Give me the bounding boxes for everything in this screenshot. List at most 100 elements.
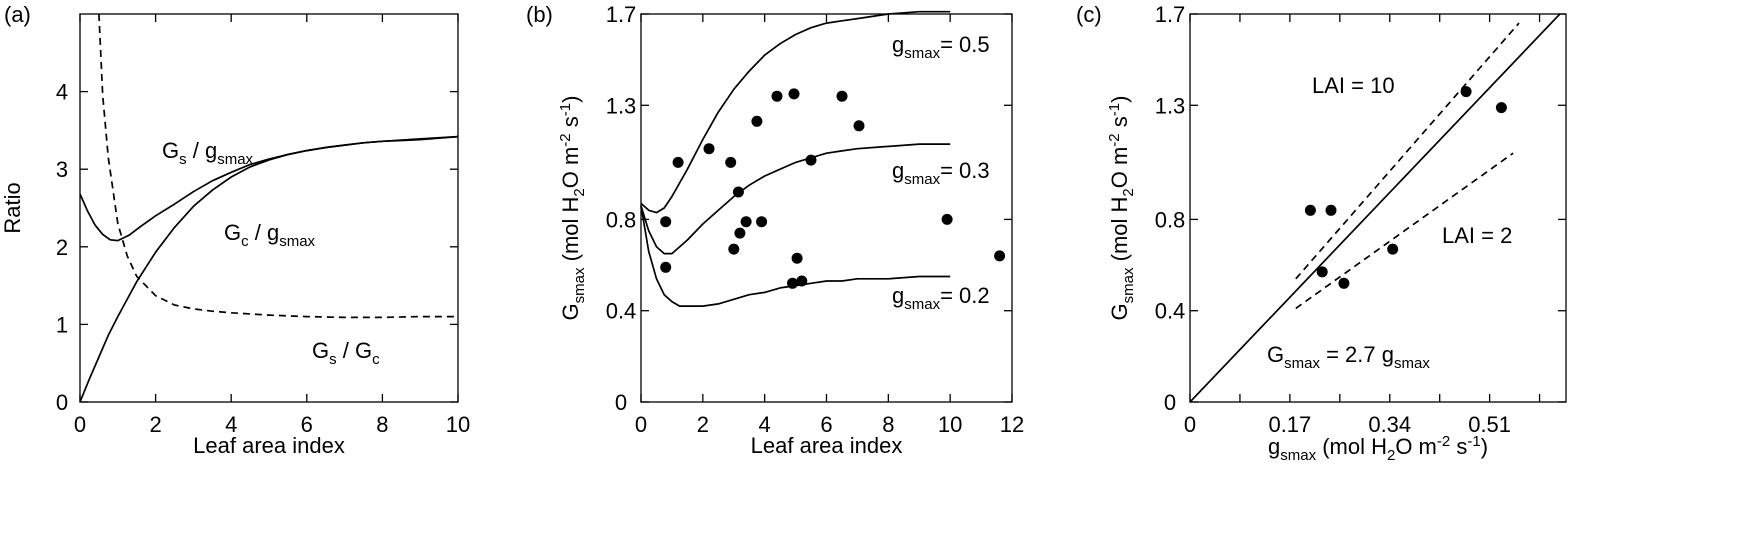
panel-b-ylabel-part-3: 2 [571, 188, 588, 196]
panel-b-ytick-label: 0.8 [606, 207, 637, 232]
panel-a-xlabel: Leaf area index [193, 433, 345, 458]
panel-b-frame [640, 13, 1013, 403]
panel-c-data-point [1387, 243, 1399, 255]
gsmax-curve-label-1-part-0: g [892, 158, 904, 183]
panel-b-xtick-label: 2 [697, 412, 709, 437]
panel-b-ylabel-part-4: O m [558, 147, 583, 189]
panel-c-data-point [1338, 277, 1350, 289]
gs-over-gsmax-label-part-2: / g [187, 138, 218, 163]
gs-over-gc-label-part-2: / G [337, 338, 372, 363]
gsmax-0.5-curve [640, 10, 951, 214]
lai-2-line [1295, 152, 1514, 310]
panel-c-xlabel-part-1: smax [1280, 447, 1316, 464]
gsmax-curve-label-0-part-2: = 0.5 [940, 32, 990, 57]
panel-b-data-point [787, 277, 798, 289]
gsmax-relation-label-part-1: smax [1284, 355, 1320, 372]
gs-over-gc-label: Gs / Gc [312, 338, 380, 368]
panel-b-ylabel-part-6: s [558, 116, 583, 133]
gs-over-gc-label-part-0: G [312, 338, 329, 363]
panel-a-ytick-label: 3 [56, 157, 68, 182]
panel-a-ytick-label: 4 [56, 80, 68, 105]
panel-a: 0 2 4 6 8 10 0 1 2 3 4 (a) Leaf area index Ratio Gs / … [0, 2, 470, 458]
panel-b-xtick-label: 8 [882, 412, 894, 437]
panel-b-data-point [660, 216, 672, 228]
panel-c-data-point [1316, 266, 1328, 278]
gs-over-gsmax-label-part-3: smax [217, 151, 253, 168]
panel-c-xtick-label: 0 [1184, 412, 1196, 437]
panel-b-ylabel: Gsmax (mol H2O m-2 s-1) [557, 96, 588, 321]
panel-b-data-point [791, 252, 803, 264]
panel-c-lines [1190, 14, 1562, 402]
panel-c-xlabel-part-6: s [1450, 434, 1467, 459]
gc-over-gsmax-line [80, 135, 458, 402]
panel-a-ytick-label: 0 [56, 390, 68, 415]
panel-b-ylabel-part-5: -2 [557, 133, 574, 146]
panel-b-xtick-label: 6 [820, 412, 832, 437]
panel-b-ylabel-part-8: ) [558, 96, 583, 103]
panel-b-ylabel-part-1: smax [571, 267, 588, 303]
panel-b-ytick-label: 1.3 [606, 93, 637, 118]
panel-b-data-point [751, 115, 763, 127]
panel-c-xlabel: gsmax (mol H2O m-2 s-1) [1268, 433, 1488, 464]
panel-c-ylabel-part-2: (mol H [1107, 197, 1132, 268]
panel-b-data-point [771, 90, 783, 102]
panel-a-frame [79, 13, 459, 403]
gc-over-gsmax-label-part-2: / g [249, 220, 280, 245]
panel-c-ylabel-part-0: G [1107, 303, 1132, 320]
panel-b-data-point [756, 216, 768, 228]
gsmax-relation-label-part-2: = 2.7 g [1320, 342, 1394, 367]
panel-a-ytick-label: 2 [56, 235, 68, 260]
panel-c-xtick-label: 0.17 [1268, 412, 1311, 437]
panel-b-data-point [728, 243, 740, 255]
gs-over-gsmax-label: Gs / gsmax [162, 138, 254, 168]
panel-a-ytick-label: 1 [56, 312, 68, 337]
gsmax-relation-line [1190, 14, 1562, 402]
panel-c-xlabel-part-0: g [1268, 434, 1280, 459]
panel-b-data-point [836, 90, 848, 102]
panel-c-data-point [1304, 204, 1316, 216]
panel-a-xtick-label: 0 [74, 412, 86, 437]
gsmax-relation-label-part-0: G [1267, 342, 1284, 367]
panel-c-ytick-label: 0 [1164, 390, 1176, 415]
panel-c-ylabel-part-5: -2 [1106, 133, 1123, 146]
panel-b-ylabel-part-2: (mol H [558, 197, 583, 268]
panel-a-xtick-label: 2 [149, 412, 161, 437]
gsmax-curve-label-0-part-1: smax [904, 45, 940, 62]
panel-b-data-point [734, 227, 746, 239]
panel-b-data-point [941, 213, 953, 225]
gsmax-0.3-curve [640, 143, 951, 255]
panel-b-data-point [805, 154, 817, 166]
gsmax-relation-label: Gsmax = 2.7 gsmax [1267, 342, 1430, 372]
panel-b-data-point [796, 275, 808, 287]
panel-c-ylabel-part-1: smax [1120, 267, 1137, 303]
panel-c-xlabel-part-2: (mol H [1316, 434, 1387, 459]
panel-b-ylabel-part-0: G [558, 303, 583, 320]
gc-over-gsmax-label: Gc / gsmax [224, 220, 316, 250]
panel-b-xtick-label: 0 [635, 412, 647, 437]
gsmax-0.2-curve [640, 205, 951, 307]
panel-c-ytick-label: 0.8 [1155, 207, 1186, 232]
panel-c-data-point [1325, 204, 1337, 216]
gs-over-gc-label-part-1: s [329, 351, 337, 368]
gsmax-curve-label-2-part-0: g [892, 283, 904, 308]
panel-a-xtick-label: 10 [446, 412, 470, 437]
panel-c-ylabel-part-3: 2 [1120, 188, 1137, 196]
gsmax-relation-label-part-3: smax [1394, 355, 1430, 372]
panel-a-xtick-label: 4 [225, 412, 237, 437]
panel-b: 0 2 4 6 8 10 12 0 0.4 0.8 1.3 1.7 (b) Leaf area index… [526, 2, 1024, 458]
gs-over-gsmax-label-part-0: G [162, 138, 179, 163]
panel-b-data-point [853, 120, 865, 132]
gsmax-curve-label-1: gsmax= 0.3 [892, 158, 990, 188]
panel-b-data-point [740, 216, 752, 228]
panel-c-xlabel-part-7: -1 [1467, 433, 1480, 450]
lai-2-label: LAI = 2 [1442, 223, 1512, 248]
panel-a-lines [80, 14, 458, 402]
panel-b-data-point [732, 186, 744, 198]
gc-over-gsmax-label-part-1: c [241, 233, 249, 250]
panel-b-data-point [672, 156, 684, 168]
panel-c-ylabel-part-6: s [1107, 116, 1132, 133]
gsmax-curve-label-1-part-2: = 0.3 [940, 158, 990, 183]
gsmax-curve-label-0: gsmax= 0.5 [892, 32, 990, 62]
panel-b-ytick-label: 1.7 [606, 2, 637, 27]
